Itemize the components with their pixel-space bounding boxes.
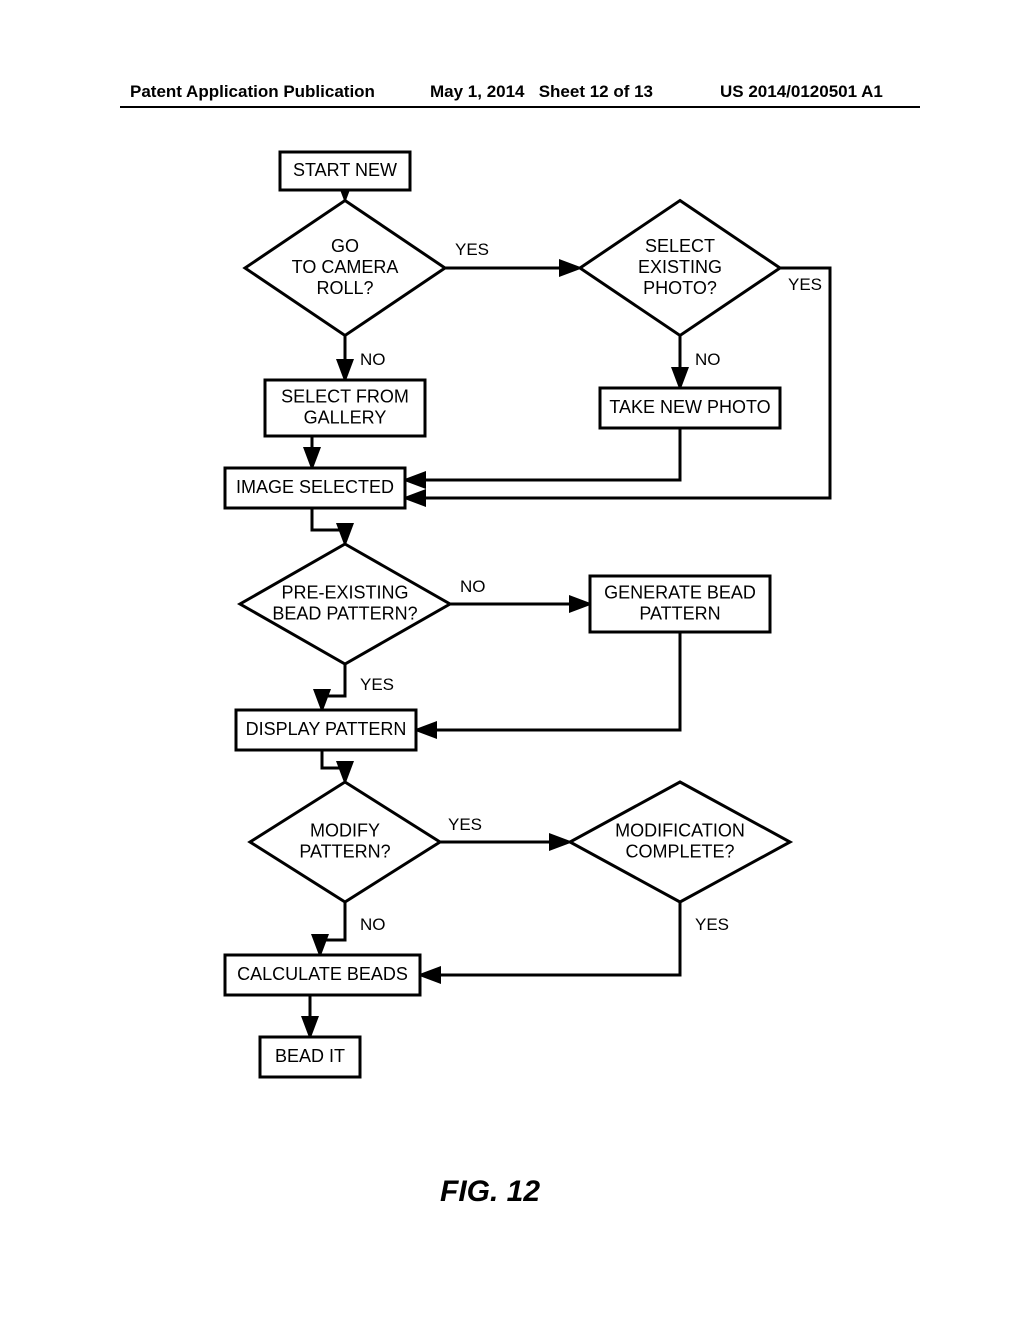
node-label: MODIFICATION [615,820,745,840]
node-label: EXISTING [638,257,722,277]
node-label: START NEW [293,160,397,180]
node-label: PHOTO? [643,278,717,298]
figure-caption: FIG. 12 [440,1175,540,1209]
flow-edge [322,664,345,710]
node-label: IMAGE SELECTED [236,477,394,497]
node-label: PATTERN [639,603,720,623]
node-label: TO CAMERA [292,257,399,277]
node-label: ROLL? [316,278,373,298]
flow-edge [320,902,345,955]
node-label: SELECT FROM [281,386,409,406]
flow-edge [312,508,345,544]
flow-edge [405,428,680,480]
node-label: TAKE NEW PHOTO [609,397,770,417]
edge-label: YES [448,815,482,834]
edge-label: NO [695,350,721,369]
edge-label: YES [455,240,489,259]
node-label: GENERATE BEAD [604,582,756,602]
node-label: BEAD IT [275,1046,345,1066]
node-label: DISPLAY PATTERN [246,719,407,739]
flow-edge [322,750,345,782]
node-label: PRE-EXISTING [281,582,408,602]
edge-label: YES [788,275,822,294]
node-label: GALLERY [304,407,387,427]
node-label: MODIFY [310,820,380,840]
flow-edge [405,268,830,498]
flow-edge [416,632,680,730]
node-label: CALCULATE BEADS [237,964,408,984]
node-label: SELECT [645,236,715,256]
edge-label: NO [360,350,386,369]
node-label: BEAD PATTERN? [272,603,417,623]
node-label: COMPLETE? [625,841,734,861]
flowchart-canvas: YES NO NO YES NO YES YES NO YES START NEW GOTO CAM… [0,0,1024,1320]
flow-edge [420,902,680,975]
page: Patent Application Publication May 1, 20… [0,0,1024,1320]
edge-label: YES [695,915,729,934]
node-label: PATTERN? [299,841,390,861]
edge-label: NO [460,577,486,596]
edge-label: YES [360,675,394,694]
edge-label: NO [360,915,386,934]
node-label: GO [331,236,359,256]
